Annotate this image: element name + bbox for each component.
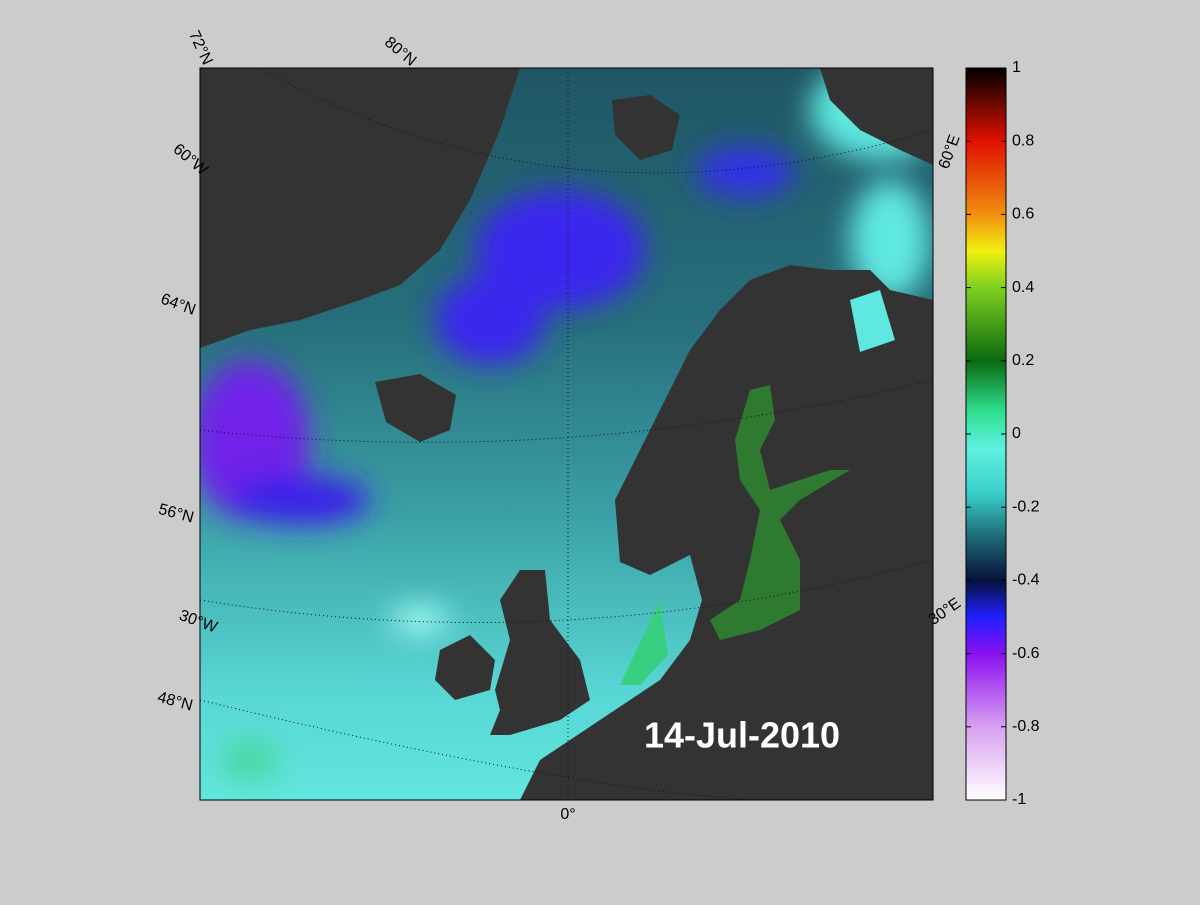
colorbar-tick-label: -0.4 [1012, 572, 1040, 589]
colorbar-tick-label: -0.6 [1012, 645, 1040, 662]
date-label: 14-Jul-2010 [644, 715, 840, 756]
colorbar-tick-label: 0.6 [1012, 206, 1034, 223]
graticule-label: 0° [560, 806, 575, 823]
map-frame [199, 67, 934, 801]
graticule-label: 72°N [185, 28, 216, 68]
baltic [710, 385, 850, 640]
graticule-label: 56°N [157, 501, 196, 527]
colorbar-tick-label: 0.4 [1012, 279, 1034, 296]
colorbar-tick-label: 1 [1012, 59, 1021, 76]
colorbar-tick-label: -0.2 [1012, 498, 1040, 515]
colorbar-tick-label: 0 [1012, 425, 1021, 442]
colorbar [965, 67, 1007, 801]
colorbar-tick-label: -0.8 [1012, 718, 1040, 735]
graticule [200, 68, 933, 800]
graticule-label: 64°N [158, 291, 197, 319]
map: 14-Jul-2010 [200, 68, 933, 800]
colorbar-tick-label: 0.2 [1012, 352, 1034, 369]
land [200, 68, 933, 800]
colorbar-tick-label: 0.8 [1012, 132, 1034, 149]
colorbar-tick-label: -1 [1012, 791, 1026, 808]
colorbar-ticks: 1 0.8 0.6 0.4 0.2 0 -0.2 -0.4 -0.6 -0.8 -1 [966, 59, 1040, 808]
graticule-label: 60°E [936, 133, 964, 172]
graticule-label: 48°N [156, 689, 195, 715]
white-sea [850, 290, 895, 352]
coastal-strip [620, 600, 668, 685]
graticule-label: 80°N [381, 34, 419, 70]
